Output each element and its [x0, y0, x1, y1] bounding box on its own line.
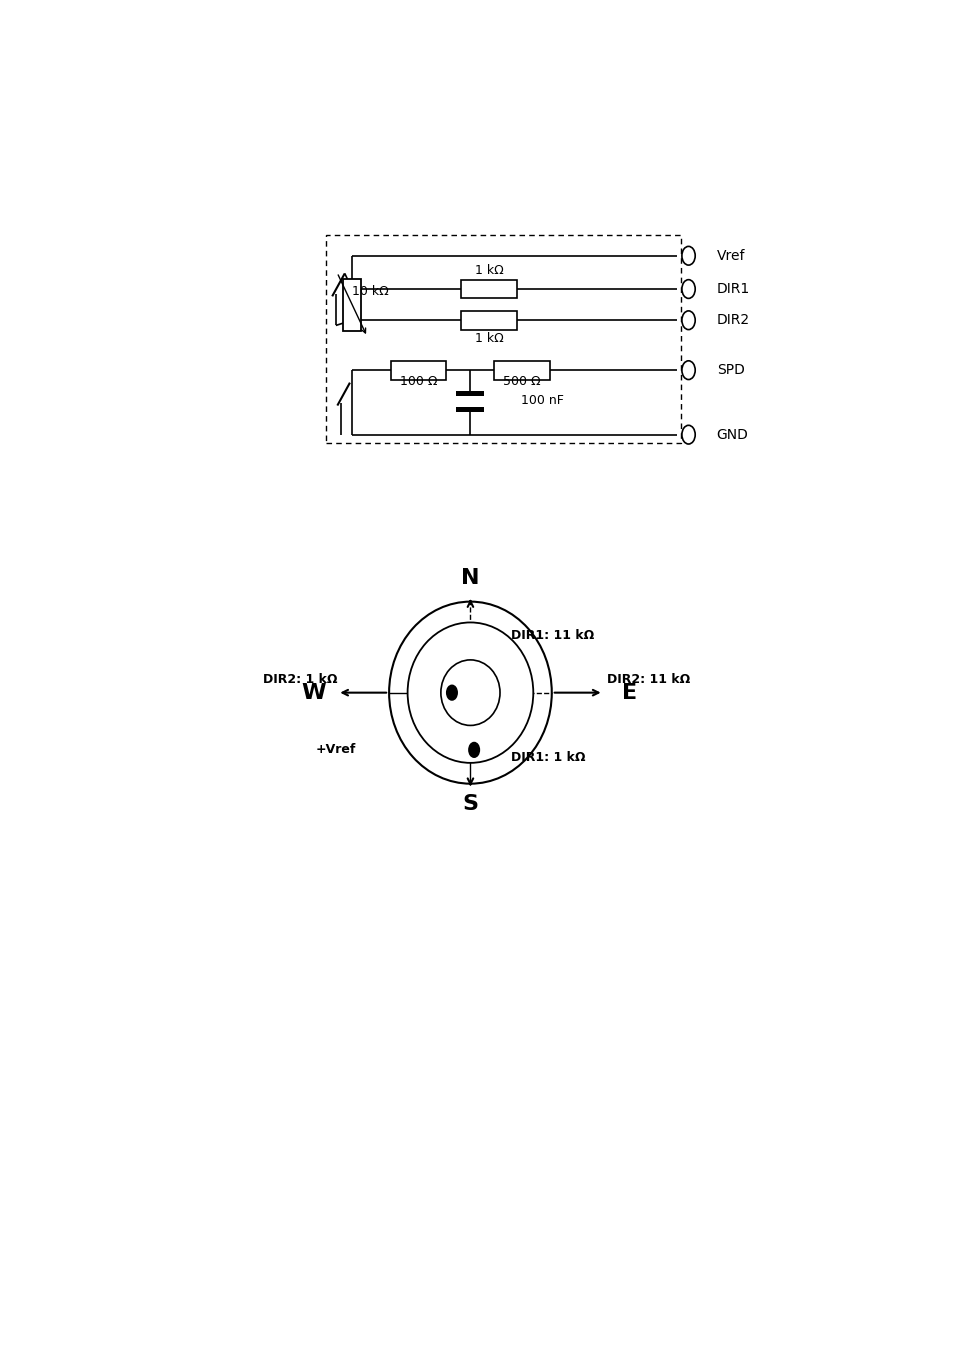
Ellipse shape: [407, 623, 533, 763]
Circle shape: [681, 246, 695, 265]
Bar: [342, 278, 361, 331]
Circle shape: [681, 361, 695, 380]
Bar: [391, 361, 446, 380]
Text: DIR2: 11 kΩ: DIR2: 11 kΩ: [606, 673, 690, 686]
Text: 500 Ω: 500 Ω: [503, 376, 540, 388]
Circle shape: [681, 311, 695, 330]
Text: 10 kΩ: 10 kΩ: [352, 285, 389, 297]
Text: E: E: [621, 682, 637, 703]
Circle shape: [681, 426, 695, 444]
Bar: [456, 407, 484, 412]
Circle shape: [446, 685, 456, 700]
Text: 100 Ω: 100 Ω: [399, 376, 437, 388]
Text: 100 nF: 100 nF: [520, 394, 563, 407]
Text: +Vref: +Vref: [315, 743, 355, 757]
Text: DIR2: DIR2: [716, 313, 749, 327]
Text: S: S: [462, 794, 478, 813]
Text: DIR1: 11 kΩ: DIR1: 11 kΩ: [511, 630, 594, 642]
Bar: [494, 361, 549, 380]
Text: GND: GND: [716, 428, 748, 442]
Bar: [460, 280, 517, 299]
Ellipse shape: [440, 659, 499, 725]
Text: Vref: Vref: [716, 249, 744, 262]
Text: 1 kΩ: 1 kΩ: [474, 332, 503, 346]
Text: DIR2: 1 kΩ: DIR2: 1 kΩ: [263, 673, 337, 686]
Circle shape: [469, 743, 478, 757]
Ellipse shape: [389, 601, 551, 784]
Circle shape: [681, 280, 695, 299]
Text: SPD: SPD: [716, 363, 743, 377]
Text: 1 kΩ: 1 kΩ: [474, 263, 503, 277]
Bar: [460, 311, 517, 330]
Text: N: N: [460, 569, 479, 588]
Bar: [456, 390, 484, 396]
Text: DIR1: DIR1: [716, 282, 749, 296]
Text: W: W: [301, 682, 326, 703]
Text: DIR1: 1 kΩ: DIR1: 1 kΩ: [511, 751, 585, 763]
Bar: [326, 235, 680, 443]
